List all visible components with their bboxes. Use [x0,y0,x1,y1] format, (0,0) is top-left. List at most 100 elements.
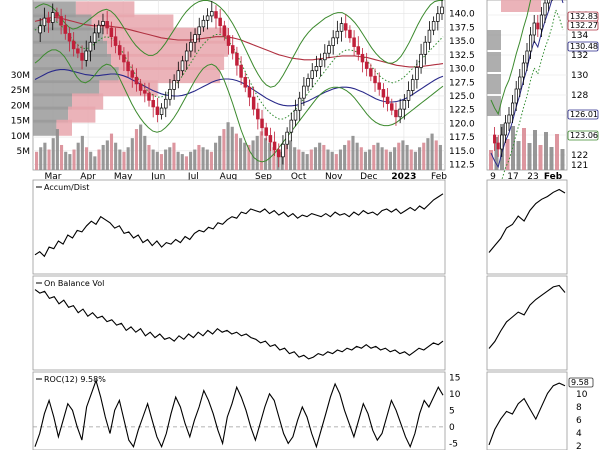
volume-y-tick: 10M [11,132,30,142]
volume-bar [259,131,263,170]
side-candle-body [496,142,500,150]
volume-bar [89,151,93,170]
volume-bar [301,151,305,170]
volume-bar [330,151,334,170]
volume-bar [118,149,122,170]
roc-side-frame [486,371,568,450]
volume-bar [430,133,434,170]
candle-body [143,90,147,94]
roc-side-y-tick: 10 [576,390,588,400]
candle-body [398,108,402,118]
volume-bars [35,122,442,170]
candle-body [130,70,135,78]
candle-body [155,106,160,115]
candle-body [226,35,231,46]
side-candle-body [503,122,507,136]
roc-side-badge-group: 9.58 [568,377,594,388]
roc-side-y-tick: 4 [576,429,582,439]
volume-bar [184,156,188,170]
vol-profile-up [33,106,69,123]
candle-body [335,30,340,39]
side-candle-body [543,2,547,16]
volume-bar [243,142,247,170]
date-x-tick: May [114,172,133,182]
candle-body [168,89,172,100]
price-y-tick: 115.0 [449,147,475,157]
volume-bar [434,140,438,170]
candle-body [113,36,118,46]
candle-body [306,78,310,87]
volume-bar [251,140,255,170]
vol-profile-down [68,106,96,123]
volume-bar [226,122,230,170]
volume-bar [159,154,164,170]
side-price-badge [567,41,599,52]
side-candle-body [547,0,551,4]
side-candle-body [536,22,540,30]
volume-bar [326,149,330,170]
side-price-content [487,0,567,196]
side-y-tick: 134 [571,31,588,41]
candle-body [419,53,423,68]
side-vol-profile [487,74,501,94]
candle-body [352,37,356,47]
date-x-axis: Mar Apr May Jun Jul Aug Sep Oct Nov Dec 2023 Feb [45,172,448,182]
side-date-x-tick: Feb [544,172,563,182]
volume-bar [393,147,397,170]
candle-body [369,68,373,77]
volume-bar [76,142,80,170]
date-x-tick: Jul [187,172,199,182]
volume-bar [122,151,126,170]
candle-body [297,97,302,111]
candle-body [277,149,281,158]
vol-profile-up [33,119,57,136]
candle-body [214,11,218,19]
volume-bar [93,156,97,170]
candle-body [268,135,273,143]
vol-profile-up [33,53,111,70]
volume-bar [155,151,159,170]
candle-body [415,67,419,80]
volume-bar [105,140,109,170]
side-y-tick: 132 [571,51,588,61]
candle-body [126,61,130,72]
volume-bar [380,147,384,170]
side-price-badge-text: 130.48 [570,42,598,51]
candle-body [117,45,122,56]
candle-body [134,76,139,85]
candle-body [348,29,352,39]
volume-bar [351,135,355,170]
candle-body [377,82,381,90]
side-volume-bar [522,128,526,170]
side-candle-body [525,50,529,64]
volume-bar [97,149,101,170]
candle-body [71,40,76,50]
roc-side-y-tick: 6 [576,416,582,426]
side-y-tick: 122 [571,151,588,161]
candle-body [302,85,306,99]
side-candle-body [514,88,518,104]
volume-bar [418,147,422,170]
volume-bar [263,138,268,170]
candle-body [436,13,440,22]
roc-y-tick: 5 [449,406,455,416]
candle-body [327,45,331,54]
side-candle-body [521,62,525,78]
volume-bar [422,142,426,170]
candle-body [105,21,109,29]
candle-body [264,127,268,136]
date-x-tick: 2023 [391,172,416,182]
volume-bar [147,144,151,170]
vol-profile-down [56,119,72,136]
volume-bar [139,124,143,170]
candle-body [318,59,323,67]
volume-bar [35,151,39,170]
volume-bar [397,142,401,170]
volume-bar [405,144,409,170]
volume-bar [372,144,376,170]
volume-bar [176,151,180,170]
candle-body [42,17,47,27]
candle-body [101,21,105,26]
